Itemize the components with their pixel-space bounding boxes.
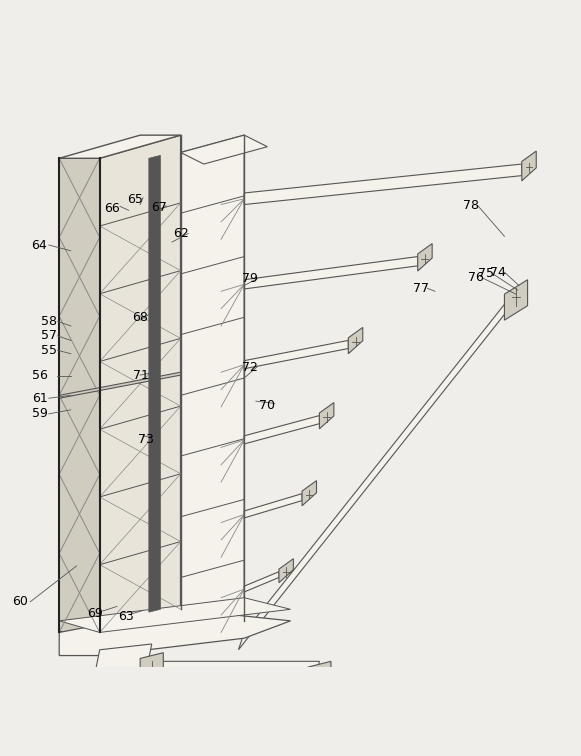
Polygon shape xyxy=(279,559,293,583)
Polygon shape xyxy=(418,243,432,271)
Text: 63: 63 xyxy=(118,610,134,623)
Polygon shape xyxy=(320,403,334,429)
Text: 60: 60 xyxy=(13,595,28,609)
Text: 56: 56 xyxy=(32,369,48,382)
Text: 75: 75 xyxy=(478,268,494,280)
Text: 58: 58 xyxy=(41,314,57,328)
Polygon shape xyxy=(94,644,152,679)
Polygon shape xyxy=(244,164,522,205)
Text: 59: 59 xyxy=(32,407,48,420)
Text: 69: 69 xyxy=(87,607,103,620)
Text: 79: 79 xyxy=(242,272,258,285)
Polygon shape xyxy=(244,416,320,444)
Polygon shape xyxy=(59,598,290,633)
Text: 62: 62 xyxy=(173,227,188,240)
Polygon shape xyxy=(349,327,363,354)
Polygon shape xyxy=(59,609,290,655)
Text: 61: 61 xyxy=(33,392,48,404)
Polygon shape xyxy=(59,372,181,398)
Text: 57: 57 xyxy=(41,330,57,342)
Text: 55: 55 xyxy=(41,344,57,357)
Text: 73: 73 xyxy=(138,433,154,446)
Polygon shape xyxy=(181,135,244,638)
Polygon shape xyxy=(244,340,349,369)
Polygon shape xyxy=(504,280,528,321)
Polygon shape xyxy=(59,135,181,158)
Text: 76: 76 xyxy=(468,271,483,284)
Text: 66: 66 xyxy=(105,202,120,215)
Text: 71: 71 xyxy=(134,369,149,382)
Text: 77: 77 xyxy=(413,282,429,295)
Text: 70: 70 xyxy=(259,398,275,412)
Polygon shape xyxy=(140,652,163,679)
Polygon shape xyxy=(522,151,536,181)
Polygon shape xyxy=(308,662,331,696)
Polygon shape xyxy=(140,662,320,690)
Polygon shape xyxy=(149,156,160,612)
Text: 67: 67 xyxy=(150,201,167,214)
Text: 68: 68 xyxy=(132,311,148,324)
Text: 74: 74 xyxy=(490,265,505,279)
Polygon shape xyxy=(244,256,418,289)
Text: 64: 64 xyxy=(31,238,47,252)
Text: 65: 65 xyxy=(128,194,144,206)
Text: 78: 78 xyxy=(463,199,479,212)
Polygon shape xyxy=(244,572,279,592)
Text: 72: 72 xyxy=(242,361,258,374)
Polygon shape xyxy=(244,494,302,518)
Polygon shape xyxy=(181,135,267,164)
Polygon shape xyxy=(302,481,317,506)
Polygon shape xyxy=(238,297,510,649)
Polygon shape xyxy=(59,158,100,633)
Polygon shape xyxy=(100,135,181,633)
